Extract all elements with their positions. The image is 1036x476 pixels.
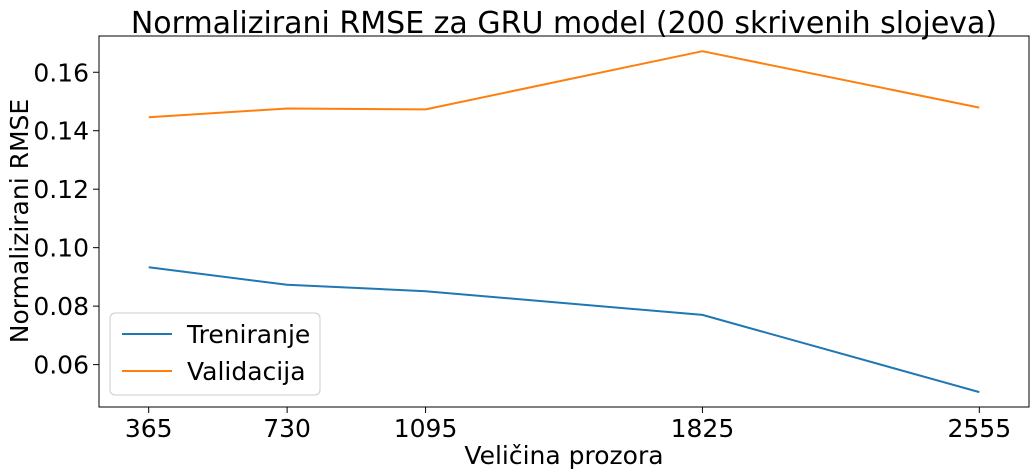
series-line-treniranje (148, 266, 980, 394)
y-tick-label: 0.06 (33, 351, 89, 380)
chart-title: Normalizirani RMSE za GRU model (200 skr… (131, 6, 997, 41)
y-tick-label: 0.12 (33, 175, 89, 204)
x-tick-label: 2555 (948, 414, 1012, 443)
y-axis-label: Normalizirani RMSE (5, 99, 34, 343)
x-tick-label: 365 (125, 414, 173, 443)
y-tick-label: 0.08 (33, 292, 89, 321)
x-tick-label: 1095 (394, 414, 458, 443)
series-lines (148, 50, 980, 394)
y-tick-label: 0.14 (33, 117, 89, 146)
legend-label-validacija: Validacija (187, 357, 306, 386)
legend-label-treniranje: Treniranje (186, 320, 310, 349)
x-tick-label: 730 (263, 414, 311, 443)
series-line-validacija (148, 50, 980, 119)
y-tick-label: 0.16 (33, 58, 89, 87)
plot-area-frame (98, 35, 1030, 408)
x-axis: 365 730 1095 1825 2555 (125, 407, 1011, 443)
y-axis: 0.06 0.08 0.10 0.12 0.14 0.16 (33, 58, 99, 380)
legend: Treniranje Validacija (109, 312, 321, 396)
y-tick-label: 0.10 (33, 234, 89, 263)
x-tick-label: 1825 (671, 414, 735, 443)
x-axis-label: Veličina prozora (464, 441, 663, 470)
